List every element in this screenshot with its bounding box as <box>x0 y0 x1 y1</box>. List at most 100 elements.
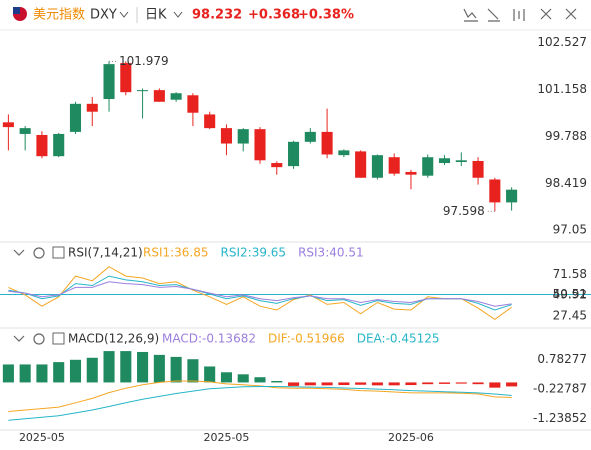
candle-body <box>405 171 417 175</box>
price-change: +0.368 <box>248 8 300 23</box>
indicator-button[interactable] <box>463 8 478 22</box>
rsi-line <box>8 275 512 311</box>
candle-body <box>422 157 434 176</box>
macd-bar <box>438 382 451 384</box>
candle-body <box>103 64 115 100</box>
symbol-name: 美元指数 <box>33 8 85 23</box>
candle-body <box>288 141 300 167</box>
candle-body <box>355 151 367 178</box>
close-button[interactable] <box>565 8 577 20</box>
draw-button[interactable] <box>487 8 500 22</box>
macd-bar <box>422 382 434 385</box>
dropdown-icon[interactable] <box>119 11 129 18</box>
macd-bar <box>355 382 367 385</box>
macd-bar <box>137 351 149 383</box>
legend-entry: MACD:-0.13682 <box>162 332 256 346</box>
price-change-pct: +0.38% <box>298 8 354 23</box>
symbol-code[interactable]: DXY <box>90 8 117 23</box>
y-tick-label: 99.788 <box>545 129 587 143</box>
collapse-icon[interactable] <box>13 249 25 256</box>
candle-body <box>53 133 65 157</box>
chart-type-button[interactable] <box>513 9 525 21</box>
legend-entry: DIF:-0.51966 <box>268 332 345 346</box>
candle-body <box>153 90 165 102</box>
macd-bar <box>86 357 98 383</box>
checkbox[interactable] <box>52 246 65 259</box>
macd-bar <box>120 351 132 383</box>
macd-bar <box>321 382 333 386</box>
dropdown-icon[interactable] <box>173 11 183 18</box>
candle-body <box>506 189 518 203</box>
indicator-title: MACD(12,26,9) <box>68 332 159 346</box>
macd-bar <box>304 382 316 386</box>
toolbar: 美元指数 DXY 日K 98.232 +0.368 +0.38% <box>13 7 577 23</box>
candle-body <box>120 63 132 93</box>
macd-bar <box>19 364 31 383</box>
y-tick-label: 97.05 <box>553 223 587 237</box>
candle-body <box>2 122 14 128</box>
legend-entry: RSI1:36.85 <box>143 246 209 260</box>
macd-bar <box>472 382 484 385</box>
fullscreen-button[interactable] <box>540 8 552 20</box>
candle-body <box>36 134 48 157</box>
candle-body <box>19 128 31 134</box>
annotation: 101.979 <box>119 54 169 68</box>
candle-body <box>371 155 383 178</box>
candle-body <box>489 179 501 203</box>
macd-bar <box>455 382 467 384</box>
macd-bar <box>220 372 232 383</box>
flag-canton <box>13 7 20 14</box>
macd-bar <box>153 354 165 383</box>
candle-body <box>438 158 451 164</box>
period[interactable]: 日K <box>145 8 167 23</box>
last-price: 98.232 <box>192 8 242 23</box>
legend-entry: DEA:-0.45125 <box>357 332 440 346</box>
candle-body <box>271 163 283 168</box>
candle-body <box>187 95 199 113</box>
annotation: 97.598 <box>443 204 485 218</box>
x-tick-label: 2025-06 <box>388 431 434 444</box>
y-tick-label: -1.23852 <box>533 411 587 425</box>
macd-bar <box>204 366 216 383</box>
settings-icon[interactable] <box>33 333 45 345</box>
legend-entry: RSI3:40.51 <box>298 246 364 260</box>
candle-body <box>455 160 467 163</box>
indicator-title: RSI(7,14,21) <box>68 246 143 260</box>
x-tick-label: 2025-05 <box>19 431 65 444</box>
rsi-line <box>8 266 512 321</box>
candle-body <box>204 114 216 129</box>
macd-bar <box>187 359 199 383</box>
macd-bar <box>388 382 400 386</box>
macd-bar <box>338 382 350 386</box>
settings-icon[interactable] <box>33 247 45 259</box>
macd-bar <box>371 382 383 386</box>
candle-body <box>237 129 249 144</box>
macd-bar <box>53 362 65 383</box>
y-tick-label: 27.45 <box>553 309 587 323</box>
macd-bar <box>271 380 283 383</box>
candle-body <box>220 128 232 144</box>
y-tick-label: 98.419 <box>545 176 587 190</box>
y-tick-label: 50.51 <box>553 287 587 301</box>
y-tick-label: 71.58 <box>553 267 587 281</box>
candle-body <box>137 90 149 92</box>
candle-body <box>338 150 350 156</box>
candle-body <box>304 131 316 142</box>
macd-line <box>8 386 512 421</box>
candle-body <box>170 93 182 100</box>
y-tick-label: -0.22787 <box>533 382 587 396</box>
candle-body <box>472 160 484 178</box>
candle-body <box>254 129 266 161</box>
checkbox[interactable] <box>52 332 65 345</box>
macd-bar <box>405 382 417 386</box>
collapse-icon[interactable] <box>13 335 25 342</box>
legend-entry: RSI2:39.65 <box>221 246 287 260</box>
y-tick-label: 0.78277 <box>537 352 587 366</box>
macd-bar <box>489 382 501 388</box>
macd-bar <box>254 377 266 383</box>
candle-body <box>69 103 82 132</box>
rsi-line <box>8 281 512 307</box>
y-tick-label: 49.92 <box>553 288 587 302</box>
